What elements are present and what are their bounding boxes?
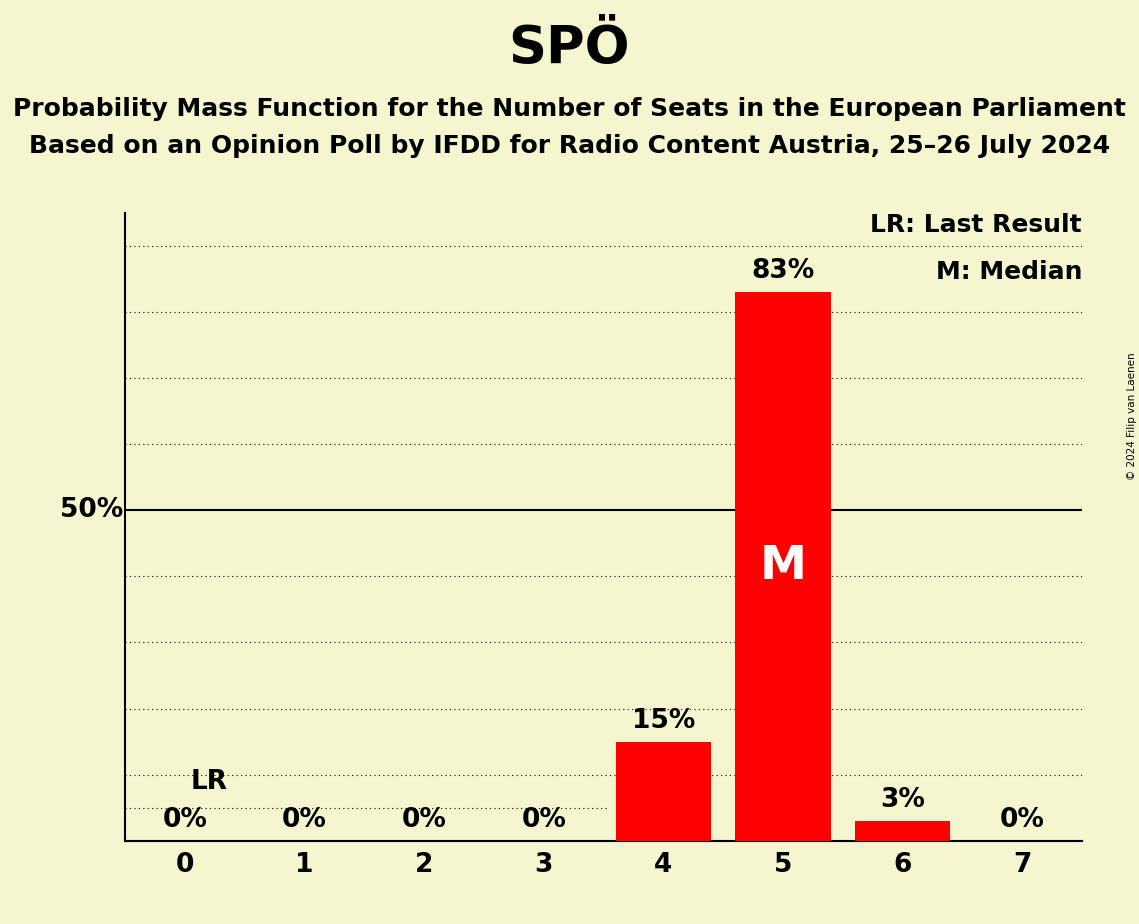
Text: 0%: 0% xyxy=(1000,807,1044,833)
Text: 0%: 0% xyxy=(402,807,446,833)
Text: 83%: 83% xyxy=(752,258,814,284)
Bar xyxy=(736,292,830,841)
Text: LR: LR xyxy=(191,769,228,795)
Text: 15%: 15% xyxy=(632,708,695,734)
Text: © 2024 Filip van Laenen: © 2024 Filip van Laenen xyxy=(1126,352,1137,480)
Text: Based on an Opinion Poll by IFDD for Radio Content Austria, 25–26 July 2024: Based on an Opinion Poll by IFDD for Rad… xyxy=(28,134,1111,158)
Text: 0%: 0% xyxy=(522,807,566,833)
Text: 0%: 0% xyxy=(282,807,327,833)
Text: 0%: 0% xyxy=(163,807,207,833)
Text: 3%: 3% xyxy=(880,787,925,813)
Text: LR: Last Result: LR: Last Result xyxy=(870,213,1082,237)
Bar xyxy=(854,821,950,841)
Text: Probability Mass Function for the Number of Seats in the European Parliament: Probability Mass Function for the Number… xyxy=(13,97,1126,121)
Bar xyxy=(615,742,711,841)
Text: SPÖ: SPÖ xyxy=(509,23,630,75)
Text: 50%: 50% xyxy=(59,497,123,523)
Text: M: Median: M: Median xyxy=(935,260,1082,284)
Text: M: M xyxy=(760,544,806,589)
